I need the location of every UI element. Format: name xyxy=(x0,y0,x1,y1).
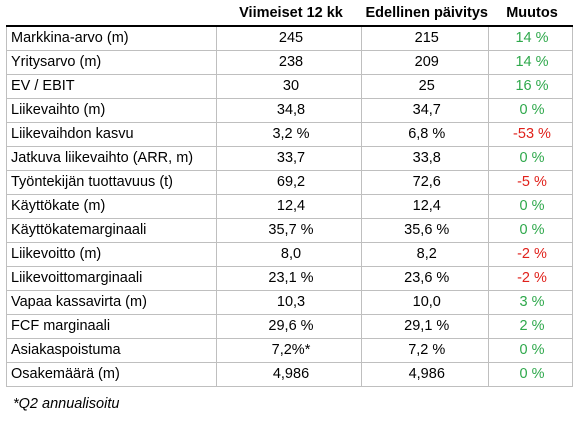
header-blank xyxy=(6,2,217,27)
previous-update-value: 23,6 % xyxy=(361,266,489,291)
metric-label: Markkina-arvo (m) xyxy=(6,25,217,51)
change-value: -5 % xyxy=(488,170,573,195)
previous-update-value: 33,8 xyxy=(361,146,489,171)
table-row: Liikevaihdon kasvu 3,2 % 6,8 % -53 % xyxy=(6,122,573,147)
metric-label: EV / EBIT xyxy=(6,74,217,99)
last-12-months-value: 35,7 % xyxy=(216,218,362,243)
metric-label: FCF marginaali xyxy=(6,314,217,339)
change-value: 14 % xyxy=(488,50,573,75)
last-12-months-value: 245 xyxy=(216,25,362,51)
change-value: 2 % xyxy=(488,314,573,339)
last-12-months-value: 4,986 xyxy=(216,362,362,387)
header-row: Viimeiset 12 kk Edellinen päivitys Muuto… xyxy=(6,2,572,27)
table-row: Osakemäärä (m) 4,986 4,986 0 % xyxy=(6,362,573,387)
metric-label: Käyttökate (m) xyxy=(6,194,217,219)
table-row: Käyttökate (m) 12,4 12,4 0 % xyxy=(6,194,573,219)
previous-update-value: 10,0 xyxy=(361,290,489,315)
previous-update-value: 35,6 % xyxy=(361,218,489,243)
change-value: 14 % xyxy=(488,25,573,51)
change-value: -53 % xyxy=(488,122,573,147)
table-row: Markkina-arvo (m) 245 215 14 % xyxy=(6,25,573,51)
header-last-12-months: Viimeiset 12 kk xyxy=(216,2,362,27)
previous-update-value: 4,986 xyxy=(361,362,489,387)
metric-label: Liikevoitto (m) xyxy=(6,242,217,267)
metric-label: Jatkuva liikevaihto (ARR, m) xyxy=(6,146,217,171)
metric-label: Käyttökatemarginaali xyxy=(6,218,217,243)
table-row: Liikevaihto (m) 34,8 34,7 0 % xyxy=(6,98,573,123)
table-row: FCF marginaali 29,6 % 29,1 % 2 % xyxy=(6,314,573,339)
last-12-months-value: 12,4 xyxy=(216,194,362,219)
change-value: 0 % xyxy=(488,218,573,243)
change-value: 0 % xyxy=(488,194,573,219)
table-row: Vapaa kassavirta (m) 10,3 10,0 3 % xyxy=(6,290,573,315)
metric-label: Liikevaihdon kasvu xyxy=(6,122,217,147)
metric-label: Liikevaihto (m) xyxy=(6,98,217,123)
last-12-months-value: 29,6 % xyxy=(216,314,362,339)
footnote: *Q2 annualisoitu xyxy=(13,396,120,412)
last-12-months-value: 30 xyxy=(216,74,362,99)
previous-update-value: 215 xyxy=(361,25,489,51)
last-12-months-value: 8,0 xyxy=(216,242,362,267)
previous-update-value: 12,4 xyxy=(361,194,489,219)
table-row: Asiakaspoistuma 7,2%* 7,2 % 0 % xyxy=(6,338,573,363)
change-value: 0 % xyxy=(488,98,573,123)
previous-update-value: 6,8 % xyxy=(361,122,489,147)
previous-update-value: 8,2 xyxy=(361,242,489,267)
change-value: -2 % xyxy=(488,242,573,267)
change-value: 16 % xyxy=(488,74,573,99)
change-value: 0 % xyxy=(488,362,573,387)
metric-label: Osakemäärä (m) xyxy=(6,362,217,387)
table-row: EV / EBIT 30 25 16 % xyxy=(6,74,573,99)
last-12-months-value: 7,2%* xyxy=(216,338,362,363)
last-12-months-value: 69,2 xyxy=(216,170,362,195)
last-12-months-value: 3,2 % xyxy=(216,122,362,147)
table-row: Käyttökatemarginaali 35,7 % 35,6 % 0 % xyxy=(6,218,573,243)
previous-update-value: 209 xyxy=(361,50,489,75)
previous-update-value: 29,1 % xyxy=(361,314,489,339)
metric-label: Liikevoittomarginaali xyxy=(6,266,217,291)
last-12-months-value: 33,7 xyxy=(216,146,362,171)
last-12-months-value: 10,3 xyxy=(216,290,362,315)
change-value: 0 % xyxy=(488,338,573,363)
metric-label: Asiakaspoistuma xyxy=(6,338,217,363)
last-12-months-value: 34,8 xyxy=(216,98,362,123)
table-row: Liikevoitto (m) 8,0 8,2 -2 % xyxy=(6,242,573,267)
change-value: 0 % xyxy=(488,146,573,171)
metrics-table: Viimeiset 12 kk Edellinen päivitys Muuto… xyxy=(6,2,573,387)
previous-update-value: 72,6 xyxy=(361,170,489,195)
previous-update-value: 25 xyxy=(361,74,489,99)
metric-label: Työntekijän tuottavuus (t) xyxy=(6,170,217,195)
table-row: Liikevoittomarginaali 23,1 % 23,6 % -2 % xyxy=(6,266,573,291)
last-12-months-value: 238 xyxy=(216,50,362,75)
table-body: Markkina-arvo (m) 245 215 14 % Yritysarvo (m… xyxy=(6,25,573,387)
change-value: 3 % xyxy=(488,290,573,315)
change-value: -2 % xyxy=(488,266,573,291)
table-row: Jatkuva liikevaihto (ARR, m) 33,7 33,8 0 % xyxy=(6,146,573,171)
previous-update-value: 34,7 xyxy=(361,98,489,123)
header-previous-update: Edellinen päivitys xyxy=(361,2,488,27)
last-12-months-value: 23,1 % xyxy=(216,266,362,291)
header-change: Muutos xyxy=(488,2,572,27)
table-row: Yritysarvo (m) 238 209 14 % xyxy=(6,50,573,75)
metric-label: Vapaa kassavirta (m) xyxy=(6,290,217,315)
metric-label: Yritysarvo (m) xyxy=(6,50,217,75)
table-row: Työntekijän tuottavuus (t) 69,2 72,6 -5 % xyxy=(6,170,573,195)
previous-update-value: 7,2 % xyxy=(361,338,489,363)
